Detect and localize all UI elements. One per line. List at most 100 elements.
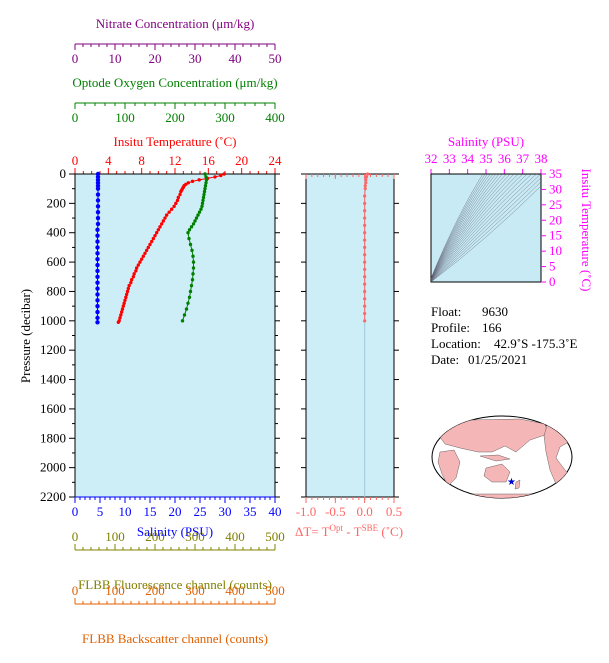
data-point xyxy=(203,172,207,176)
data-point xyxy=(143,251,147,255)
tick-label: 300 xyxy=(185,529,205,544)
data-point xyxy=(363,267,367,272)
data-point xyxy=(204,181,208,185)
data-point xyxy=(363,201,367,205)
data-point xyxy=(202,192,206,197)
data-point xyxy=(131,275,136,279)
data-point xyxy=(146,245,151,250)
data-point xyxy=(167,210,171,214)
data-point xyxy=(144,248,149,253)
tick-label: 0 xyxy=(60,166,67,181)
tick-label: 400 xyxy=(265,110,285,125)
data-point xyxy=(95,268,100,274)
salinity-axis: 0 5 10 15 20 25 30 35 40 xyxy=(72,496,282,519)
data-point xyxy=(186,231,190,235)
data-point xyxy=(95,204,101,209)
tick-label: 500 xyxy=(265,529,285,544)
data-point xyxy=(95,245,100,250)
density-contour xyxy=(431,174,484,279)
tick-label: 500 xyxy=(265,583,285,598)
delta-title-sup2: SBE xyxy=(362,523,379,533)
data-point xyxy=(148,242,152,247)
density-contour xyxy=(431,174,537,282)
data-point xyxy=(189,225,194,229)
tick-label: 10 xyxy=(109,51,122,66)
data-point xyxy=(193,219,197,223)
data-point xyxy=(95,315,100,321)
data-point xyxy=(118,316,122,320)
date-value: 01/25/2021 xyxy=(468,352,527,367)
tick-label: 200 xyxy=(145,529,165,544)
data-point xyxy=(95,292,100,297)
tick-label: -0.5 xyxy=(325,504,346,519)
data-point xyxy=(124,292,129,297)
data-point xyxy=(213,175,217,179)
data-point xyxy=(154,231,159,235)
data-point xyxy=(196,213,200,217)
profile-value: 166 xyxy=(482,320,502,335)
fluorescence-axis-title: FLBB Fluorescence channel (counts) xyxy=(78,577,272,592)
data-point xyxy=(95,233,100,238)
tick-label: 35 xyxy=(244,504,257,519)
data-point xyxy=(191,266,196,270)
data-point xyxy=(95,298,100,303)
tick-label: 20 xyxy=(169,504,182,519)
tick-label: -1.0 xyxy=(296,504,317,519)
data-point xyxy=(204,178,209,182)
data-point xyxy=(363,184,367,188)
tick-label: 20 xyxy=(549,212,562,227)
tick-label: 34 xyxy=(461,151,475,166)
data-point xyxy=(95,215,101,221)
salinity-axis-title: Salinity (PSU) xyxy=(137,524,213,539)
density-contour xyxy=(431,185,541,282)
tick-label: 1000 xyxy=(40,313,66,328)
data-point xyxy=(95,227,100,232)
tick-label: 400 xyxy=(47,225,67,240)
data-point xyxy=(176,195,181,200)
tick-label: 12 xyxy=(169,153,182,168)
tick-label: 32 xyxy=(425,151,438,166)
data-point xyxy=(363,304,367,308)
data-point xyxy=(159,222,164,226)
tick-label: 5 xyxy=(549,259,556,274)
delta-title-suffix: (˚C) xyxy=(378,524,403,539)
temperature-axis: 0 4 8 12 16 20 24 xyxy=(72,153,282,175)
data-point xyxy=(363,223,367,227)
data-point xyxy=(174,201,178,206)
data-point xyxy=(190,248,194,253)
data-point xyxy=(190,179,195,184)
data-point xyxy=(363,245,367,250)
tick-label: 2000 xyxy=(40,460,66,475)
tick-label: 1400 xyxy=(40,372,66,387)
data-point xyxy=(120,307,125,311)
data-point xyxy=(141,254,146,258)
data-point xyxy=(189,283,194,288)
tick-label: 35 xyxy=(549,166,562,181)
fluorescence-axis: 0 100 200 300 400 500 xyxy=(72,529,285,551)
ts-salinity-axis-title: Salinity (PSU) xyxy=(448,134,524,149)
data-point xyxy=(219,173,223,178)
data-point xyxy=(180,319,185,323)
data-point xyxy=(95,286,100,291)
data-point xyxy=(184,307,189,311)
float-label: Float: xyxy=(431,304,461,319)
data-point xyxy=(161,219,166,223)
data-point xyxy=(156,228,161,232)
data-point xyxy=(199,207,203,211)
data-point xyxy=(158,225,162,229)
data-point xyxy=(363,289,367,294)
data-point xyxy=(178,192,182,197)
data-point xyxy=(95,274,100,279)
tick-label: 33 xyxy=(443,151,456,166)
data-point xyxy=(95,256,100,262)
tick-label: 1200 xyxy=(40,342,66,357)
tick-label: 30 xyxy=(189,51,202,66)
data-point xyxy=(123,298,127,302)
map-land-africa xyxy=(437,449,461,487)
temperature-series xyxy=(116,172,226,324)
delta-plot-area xyxy=(305,173,395,498)
data-point xyxy=(95,320,100,325)
delta-axis: -1.0 -0.5 0.0 0.5 xyxy=(296,174,402,519)
data-point xyxy=(182,313,187,317)
data-point xyxy=(363,311,367,316)
